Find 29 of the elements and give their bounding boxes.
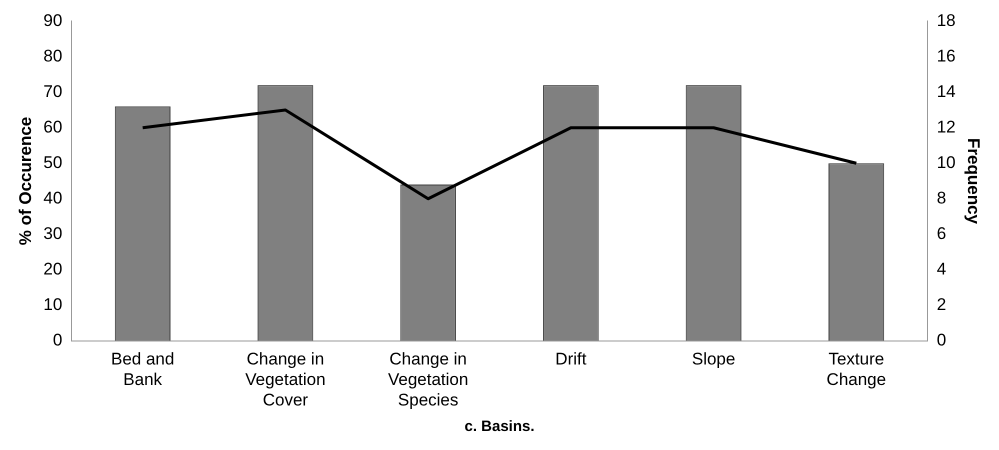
x-tick-label: Drift <box>555 350 587 369</box>
y-tick-label: 70 <box>43 82 62 101</box>
y-tick-label: 40 <box>43 188 62 208</box>
y2-tick-label: 6 <box>936 224 946 243</box>
y-tick-label: 50 <box>43 152 62 172</box>
x-tick-label: Slope <box>692 350 736 369</box>
y2-tick-label: 10 <box>936 152 956 172</box>
x-tick-label: Change in Vegetation Species <box>388 350 468 410</box>
y-tick-label: 30 <box>43 224 62 243</box>
y-tick-label: 10 <box>43 294 62 314</box>
y-tick-label: 20 <box>43 259 62 278</box>
x-tick-label: Bed and Bank <box>111 350 174 390</box>
y2-tick-label: 12 <box>936 117 956 136</box>
y2-tick-label: 8 <box>936 188 946 208</box>
y-tick-label: 90 <box>43 10 62 30</box>
y2-tick-label: 14 <box>936 82 956 101</box>
x-tick-label: Texture Change <box>826 350 886 390</box>
y-tick-label: 0 <box>52 330 62 350</box>
y2-tick-label: 2 <box>936 294 946 314</box>
y2-tick-label: 4 <box>936 259 946 278</box>
y-axis-title: % of Occurence <box>16 116 35 246</box>
y2-tick-label: 18 <box>936 10 956 30</box>
y-tick-label: 80 <box>43 46 62 66</box>
y-tick-label: 60 <box>43 117 62 136</box>
y2-tick-label: 0 <box>936 330 946 350</box>
x-tick-label: Change in Vegetation Cover <box>245 350 326 410</box>
y2-tick-label: 16 <box>936 46 956 66</box>
text: c. Basins. <box>464 418 535 436</box>
y2-axis-title: Frequency <box>964 138 984 225</box>
